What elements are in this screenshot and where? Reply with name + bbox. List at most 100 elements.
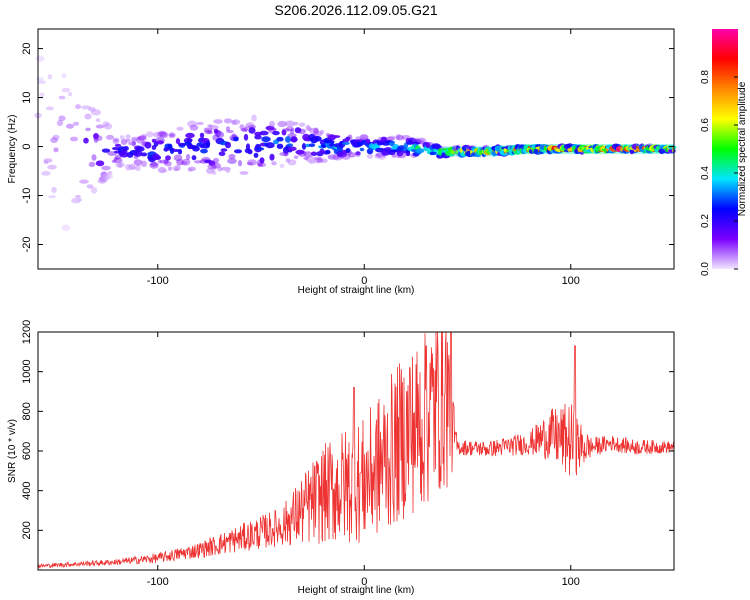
heatmap-cell <box>220 148 228 152</box>
heatmap-cell <box>157 159 163 164</box>
heatmap-cell <box>305 155 315 163</box>
heatmap-cell <box>48 195 56 199</box>
heatmap-cell <box>173 168 179 172</box>
heatmap-cell <box>203 127 213 133</box>
heatmap-cell <box>172 165 180 171</box>
heatmap-cell <box>233 149 243 154</box>
heatmap-cell <box>208 160 216 166</box>
heatmap-cell <box>293 121 299 126</box>
y-tick-label: -10 <box>21 188 33 204</box>
heatmap-cell <box>141 134 147 138</box>
heatmap-cell <box>303 156 309 160</box>
heatmap-cell <box>233 136 239 142</box>
heatmap-cell <box>93 135 103 142</box>
heatmap-cell <box>50 137 58 144</box>
heatmap-cell <box>95 118 101 123</box>
heatmap-cell <box>434 145 442 149</box>
heatmap-cell <box>396 134 404 141</box>
heatmap-cell <box>253 152 259 158</box>
heatmap-cell <box>123 146 129 151</box>
heatmap-cell <box>39 92 45 98</box>
x-tick-label: -100 <box>147 275 169 287</box>
heatmap-cell <box>276 136 284 142</box>
heatmap-cell <box>114 143 122 147</box>
y-tick-label: 800 <box>21 402 33 420</box>
heatmap-cell <box>79 179 89 184</box>
heatmap-cell <box>225 141 231 149</box>
heatmap-cell <box>295 149 305 155</box>
heatmap-cell <box>248 127 256 134</box>
heatmap-cell <box>53 147 59 153</box>
heatmap-cell <box>374 153 382 159</box>
heatmap-cell <box>215 129 221 134</box>
heatmap-cell <box>347 152 357 158</box>
heatmap-cell <box>298 122 306 127</box>
colorbar-label: Normalized spectral amplitude <box>737 81 748 216</box>
heatmap-cell <box>287 143 293 147</box>
heatmap-cell <box>289 128 295 135</box>
x-tick-label: -100 <box>147 576 169 588</box>
heatmap-cell <box>287 146 297 152</box>
heatmap-cell <box>169 133 175 137</box>
heatmap-cell <box>244 126 248 132</box>
heatmap-cell <box>189 124 199 131</box>
heatmap-cell <box>95 124 105 129</box>
heatmap-cell <box>141 160 147 168</box>
y-tick-label: 200 <box>21 521 33 539</box>
heatmap-cell <box>188 166 196 172</box>
heatmap-cell <box>43 160 49 165</box>
heatmap-cell <box>331 135 341 139</box>
heatmap-cell <box>160 169 168 173</box>
heatmap-cell <box>417 137 427 144</box>
snr-series-line <box>37 331 675 570</box>
heatmap-cell <box>196 121 204 126</box>
heatmap-cell <box>165 155 171 161</box>
heatmap-cell <box>140 152 148 157</box>
heatmap-cell <box>35 55 45 62</box>
heatmap-cell <box>391 153 397 158</box>
heatmap-cell <box>290 136 298 143</box>
heatmap-cell <box>285 158 291 163</box>
heatmap-cell <box>308 143 316 147</box>
heatmap-cell <box>347 134 353 141</box>
heatmap-cell <box>265 142 275 149</box>
heatmap-cell <box>397 151 407 159</box>
y-tick-label: 1200 <box>21 320 33 344</box>
heatmap-cell <box>133 159 143 166</box>
heatmap-cell <box>313 156 323 160</box>
x-tick-label: 0 <box>361 576 367 588</box>
heatmap-cell <box>43 158 53 163</box>
heatmap-cell <box>84 113 92 120</box>
heatmap-cell <box>240 128 248 132</box>
heatmap-cell <box>415 140 421 145</box>
heatmap-cell <box>90 187 98 194</box>
heatmap-cell <box>320 158 328 164</box>
heatmap-cell <box>101 173 111 179</box>
heatmap-cell <box>164 161 172 167</box>
heatmap-cell <box>310 151 318 157</box>
heatmap-cell <box>61 73 67 79</box>
heatmap-cell <box>191 155 197 161</box>
heatmap-cell <box>168 166 172 171</box>
heatmap-cell <box>61 87 71 93</box>
colorbar-tick-label: 0.4 <box>700 166 711 180</box>
heatmap-cell <box>68 92 72 97</box>
heatmap-cell <box>101 148 111 153</box>
heatmap-cell <box>157 166 167 174</box>
y-tick-label: 1000 <box>21 359 33 383</box>
heatmap-cell <box>269 120 275 128</box>
heatmap-cell <box>223 118 233 124</box>
chart-title: S206.2026.112.09.05.G21 <box>274 2 437 18</box>
heatmap-cell <box>103 123 113 130</box>
heatmap-cell <box>100 171 108 178</box>
heatmap-cell <box>175 164 181 172</box>
heatmap-cell <box>194 160 202 164</box>
heatmap-cell <box>181 158 191 166</box>
heatmap-cell <box>157 131 167 138</box>
heatmap-cell <box>95 160 105 167</box>
heatmap-cell <box>415 148 425 154</box>
snr-panel: -100 0 100 200 400 600 800 1000 1200 Height of s… <box>7 320 675 596</box>
heatmap-cell <box>45 106 55 111</box>
heatmap-cell <box>133 150 143 157</box>
